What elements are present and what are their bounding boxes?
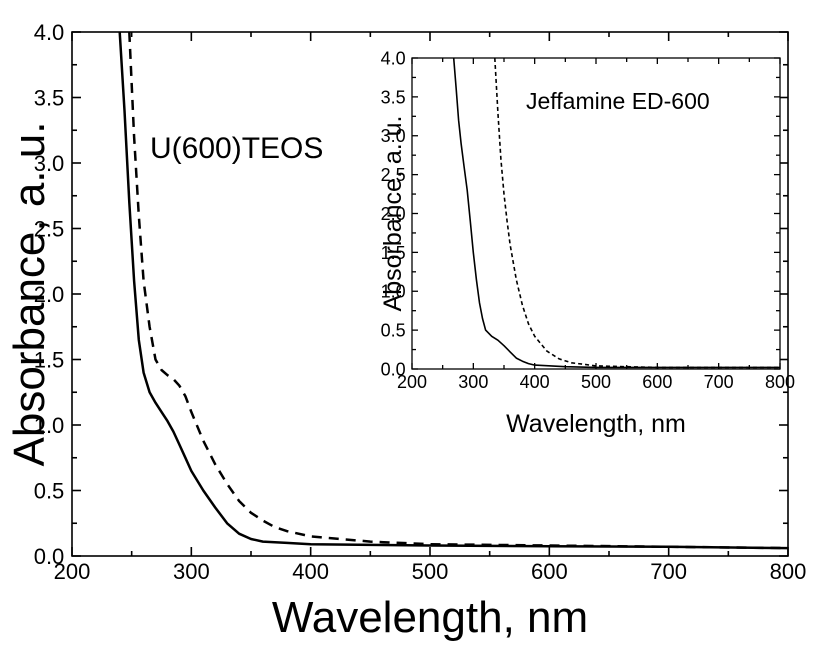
main-sample-label: U(600)TEOS	[150, 132, 323, 165]
inset-x-tick-label: 600	[642, 372, 672, 392]
main-y-tick-label: 3.0	[34, 151, 65, 176]
main-y-tick-label: 0.0	[34, 544, 65, 569]
inset-y-tick-label: 2.5	[381, 165, 406, 185]
inset-x-tick-label: 700	[704, 372, 734, 392]
inset-y-tick-label: 3.0	[381, 126, 406, 146]
main-x-tick-label: 400	[292, 559, 329, 584]
main-y-axis-title: Absorbance, a. u.	[5, 122, 54, 467]
main-y-tick-label: 0.5	[34, 478, 65, 503]
inset-x-tick-label: 500	[581, 372, 611, 392]
inset-y-tick-label: 0.5	[381, 321, 406, 341]
main-y-tick-label: 4.0	[34, 20, 65, 45]
main-x-tick-label: 300	[173, 559, 210, 584]
main-series-solid-line	[118, 32, 788, 550]
inset-x-tick-label: 200	[397, 372, 427, 392]
inset-x-tick-label: 300	[458, 372, 488, 392]
inset-y-tick-label: 0.0	[381, 359, 406, 379]
inset-x-tick-label: 400	[520, 372, 550, 392]
inset-sample-label: Jeffamine ED-600	[526, 88, 710, 114]
inset-y-tick-label: 2.0	[381, 204, 406, 224]
inset-x-axis-title: Wavelength, nm	[506, 410, 686, 438]
inset-plot: 200 300 400 500 600 700 800 0.0 0.5 1.0 1.5 2.0 2.5 3…	[379, 48, 795, 438]
main-x-tick-label: 800	[770, 559, 807, 584]
main-x-tick-label: 500	[412, 559, 449, 584]
main-y-tick-label: 1.5	[34, 347, 65, 372]
main-x-tick-label: 200	[54, 559, 91, 584]
main-x-axis-title: Wavelength, nm	[272, 593, 588, 642]
inset-y-tick-label: 3.5	[381, 87, 406, 107]
main-y-tick-label: 3.5	[34, 85, 65, 110]
main-y-tick-label: 1.0	[34, 413, 65, 438]
main-x-tick-label: 700	[650, 559, 687, 584]
inset-y-tick-label: 4.0	[381, 48, 406, 68]
inset-series-dashed-line	[494, 58, 780, 369]
main-plot: 200 300 400 500 600 700 800 0.0 0.5 1.0 1.5 2.0 2.5 3…	[5, 20, 806, 642]
inset-background	[412, 58, 780, 369]
inset-y-tick-label: 1.0	[381, 282, 406, 302]
inset-y-axis-title: Absorbance, a. u.	[379, 116, 407, 312]
main-y-tick-label: 2.0	[34, 282, 65, 307]
main-x-tick-label: 600	[531, 559, 568, 584]
inset-x-tick-label: 800	[765, 372, 795, 392]
main-y-tick-label: 2.5	[34, 216, 65, 241]
inset-y-tick-label: 1.5	[381, 243, 406, 263]
